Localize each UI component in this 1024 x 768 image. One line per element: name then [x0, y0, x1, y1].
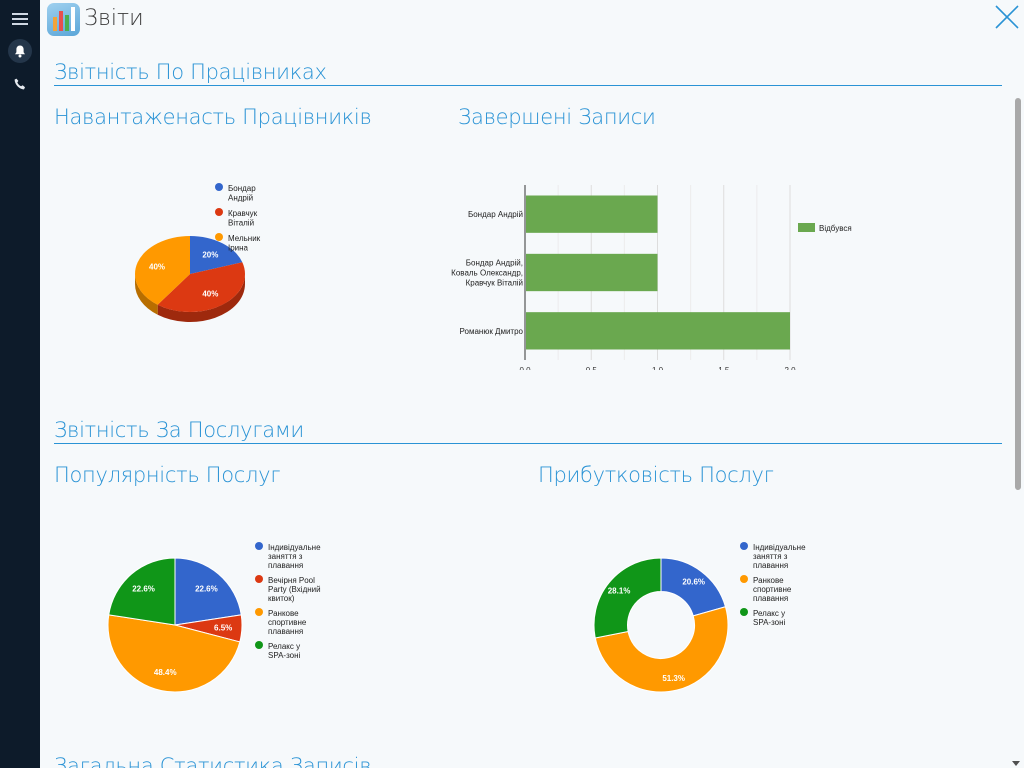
- window-title: Звіти: [84, 6, 144, 31]
- legend-marker: [255, 542, 263, 550]
- pie-slice: [593, 557, 662, 639]
- pie-slice-side: [135, 274, 158, 315]
- legend-label: Вечірня Pool Party (Вхідний квиток): [268, 576, 321, 603]
- scroll-down-arrow-icon[interactable]: [1012, 761, 1020, 766]
- x-tick-label: 1.5: [718, 366, 730, 370]
- pie-slice-label: 28.1%: [608, 587, 631, 596]
- phone-icon[interactable]: [8, 72, 32, 96]
- pie-slice: [135, 236, 190, 305]
- legend-label: Мельник Ірина: [228, 234, 261, 253]
- scrollbar[interactable]: [1012, 40, 1022, 768]
- bar: [526, 312, 790, 350]
- legend-label: Ранкове спортивне плавання: [753, 576, 792, 603]
- legend-marker: [740, 608, 748, 616]
- legend-label: Індивідуальне заняття з плавання: [268, 543, 321, 570]
- section-divider: [54, 85, 1002, 86]
- pie-slice: [190, 236, 243, 274]
- legend-marker: [215, 183, 223, 191]
- y-category-label: Бондар Андрій: [468, 210, 523, 219]
- bell-icon[interactable]: [8, 39, 32, 63]
- pie-slice-label: 40%: [202, 289, 218, 298]
- side-rail: [0, 0, 40, 768]
- popularity-pie-chart[interactable]: 22.6% 6.5% 48.4% 22.6% Індивідуальне заняття …: [80, 530, 380, 700]
- pie-slice-label: 20.6%: [682, 578, 705, 587]
- section-title-services: Звітність За Послугами: [54, 418, 304, 442]
- completed-bar-chart[interactable]: 0.0 0.5 1.0 1.5 2.0 Бондар Андрій Бондар Андрі…: [430, 170, 880, 370]
- legend-label: Ранкове спортивне плавання: [268, 609, 307, 636]
- pie-slice-label: 22.6%: [195, 584, 218, 593]
- y-category-label: Бондар Андрій, Коваль Олександр, Кравчук В…: [451, 259, 523, 288]
- reports-app-icon: [47, 3, 80, 36]
- x-tick-label: 1.0: [652, 366, 664, 370]
- chart-title-completed: Завершені Записи: [458, 105, 656, 129]
- legend-label: Індивідуальне заняття з плавання: [753, 543, 806, 570]
- x-tick-label: 0.5: [586, 366, 598, 370]
- pie-slice: [157, 262, 245, 312]
- menu-icon[interactable]: [8, 7, 32, 31]
- legend-label: Релакс у SPA-зоні: [268, 642, 301, 660]
- legend-marker: [215, 233, 223, 241]
- legend-marker: [255, 608, 263, 616]
- title-bar: Звіти: [40, 0, 1024, 40]
- pie-slice-side: [157, 274, 245, 322]
- pie-slice-label: 40%: [149, 263, 165, 272]
- legend-marker: [740, 542, 748, 550]
- pie-slice-label: 6.5%: [214, 623, 232, 632]
- legend-marker: [255, 575, 263, 583]
- y-category-label: Романюк Дмитро: [460, 327, 524, 336]
- pie-slice-label: 48.4%: [154, 668, 177, 677]
- pie-slice: [594, 606, 729, 693]
- profitability-donut-chart[interactable]: 20.6% 51.3% 28.1% Індивідуальне заняття з пла…: [580, 530, 880, 700]
- section-title-employees: Звітність По Працівниках: [54, 60, 327, 84]
- legend-marker: [215, 208, 223, 216]
- chart-title-popularity: Популярність Послуг: [54, 463, 281, 487]
- legend-marker: [255, 641, 263, 649]
- legend-marker: [798, 223, 815, 232]
- workload-pie-chart[interactable]: 20% 40% 40% Бондар Андрій Кравчук Віталій Мельн…: [80, 170, 320, 370]
- pie-slice: [660, 557, 727, 617]
- pie-slice-label: 51.3%: [662, 674, 685, 683]
- legend-label: Відбувся: [819, 224, 852, 233]
- scrollbar-thumb[interactable]: [1015, 98, 1021, 490]
- bar: [526, 195, 658, 233]
- pie-slice-label: 20%: [202, 251, 218, 260]
- legend-label: Релакс у SPA-зоні: [753, 609, 786, 627]
- chart-title-profitability: Прибутковість Послуг: [538, 463, 774, 487]
- pie-slice-label: 22.6%: [132, 584, 155, 593]
- close-icon[interactable]: [992, 2, 1022, 32]
- x-tick-label: 2.0: [784, 366, 796, 370]
- reports-content: Звітність По Працівниках Навантаженасть …: [40, 40, 1010, 768]
- legend-marker: [740, 575, 748, 583]
- legend-label: Бондар Андрій: [228, 184, 256, 203]
- pie-slice: [174, 557, 242, 626]
- section-title-overall: Загальна Статистика Записів: [54, 754, 372, 768]
- legend-label: Кравчук Віталій: [228, 209, 258, 228]
- pie-slice: [107, 614, 241, 693]
- section-divider: [54, 443, 1002, 444]
- x-tick-label: 0.0: [519, 366, 531, 370]
- pie-slice: [108, 557, 176, 626]
- chart-title-workload: Навантаженасть Працівників: [54, 105, 372, 129]
- bar: [526, 253, 658, 292]
